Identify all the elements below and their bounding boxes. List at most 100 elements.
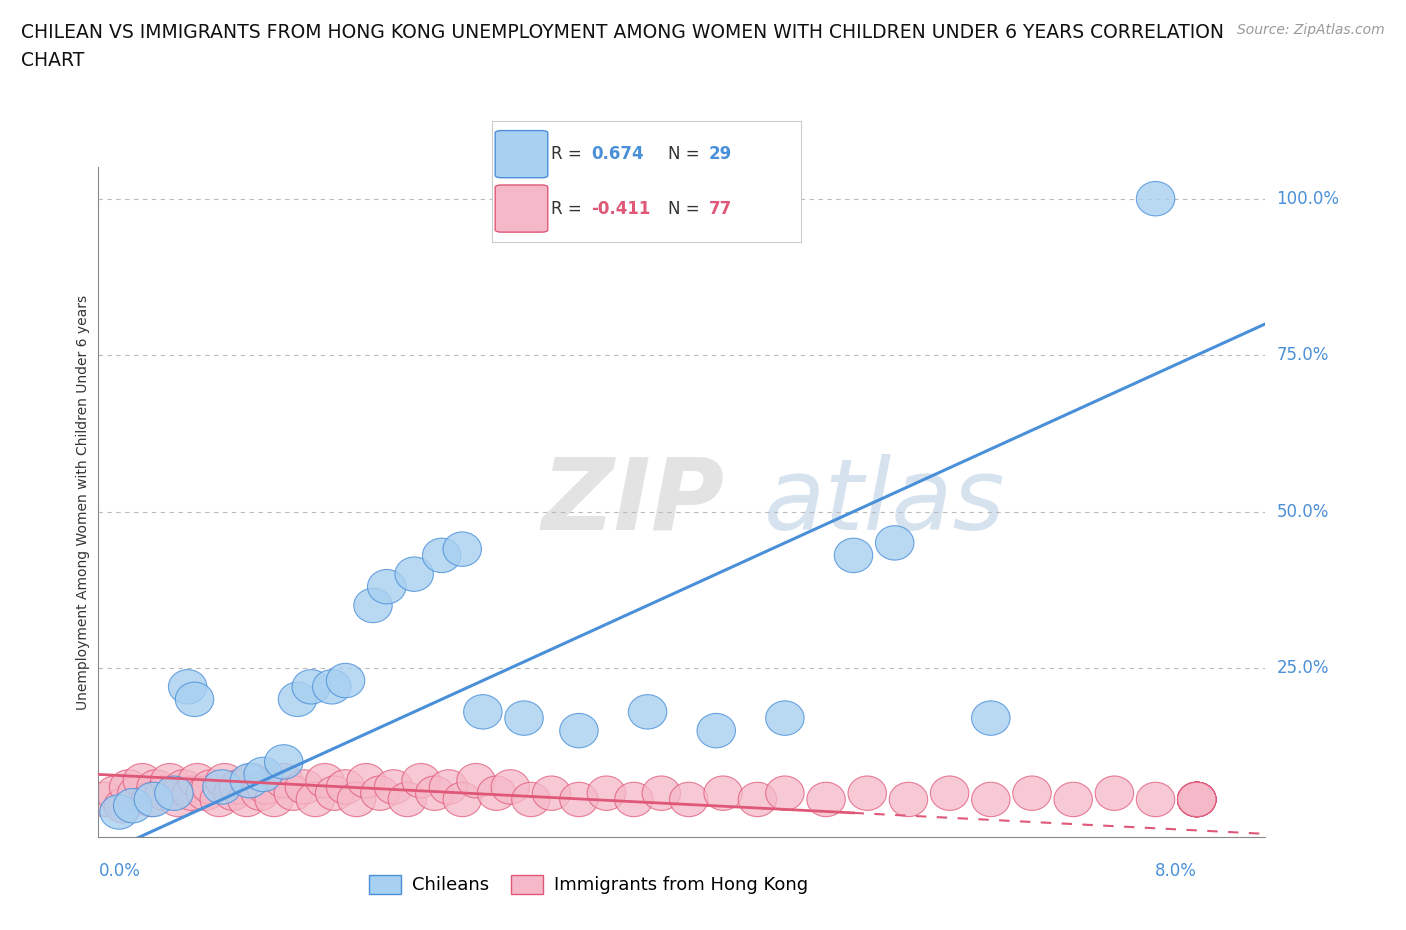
Ellipse shape bbox=[165, 770, 202, 804]
Ellipse shape bbox=[1136, 782, 1175, 817]
Text: R =: R = bbox=[551, 200, 586, 218]
Ellipse shape bbox=[669, 782, 709, 817]
Ellipse shape bbox=[200, 782, 239, 817]
Ellipse shape bbox=[457, 764, 495, 798]
Ellipse shape bbox=[1136, 181, 1175, 216]
Ellipse shape bbox=[628, 695, 666, 729]
Ellipse shape bbox=[305, 764, 344, 798]
Ellipse shape bbox=[766, 776, 804, 810]
Ellipse shape bbox=[443, 532, 481, 566]
Text: CHART: CHART bbox=[21, 51, 84, 70]
Ellipse shape bbox=[233, 764, 271, 798]
Ellipse shape bbox=[512, 782, 550, 817]
Ellipse shape bbox=[1178, 782, 1216, 817]
Ellipse shape bbox=[1178, 782, 1216, 817]
Ellipse shape bbox=[533, 776, 571, 810]
Ellipse shape bbox=[202, 770, 242, 804]
Text: 8.0%: 8.0% bbox=[1154, 862, 1197, 880]
Ellipse shape bbox=[1178, 782, 1216, 817]
Ellipse shape bbox=[292, 670, 330, 704]
Text: CHILEAN VS IMMIGRANTS FROM HONG KONG UNEMPLOYMENT AMONG WOMEN WITH CHILDREN UNDE: CHILEAN VS IMMIGRANTS FROM HONG KONG UNE… bbox=[21, 23, 1225, 42]
Ellipse shape bbox=[264, 764, 302, 798]
Ellipse shape bbox=[505, 701, 543, 736]
Text: 25.0%: 25.0% bbox=[1277, 659, 1329, 677]
Ellipse shape bbox=[274, 776, 312, 810]
Ellipse shape bbox=[443, 782, 481, 817]
Text: 0.674: 0.674 bbox=[591, 145, 644, 163]
Ellipse shape bbox=[1178, 782, 1216, 817]
Ellipse shape bbox=[100, 795, 138, 830]
Ellipse shape bbox=[972, 782, 1010, 817]
Ellipse shape bbox=[429, 770, 468, 804]
Ellipse shape bbox=[264, 745, 302, 779]
Text: N =: N = bbox=[668, 145, 706, 163]
Ellipse shape bbox=[118, 776, 156, 810]
Ellipse shape bbox=[155, 776, 193, 810]
Ellipse shape bbox=[464, 695, 502, 729]
Text: 0.0%: 0.0% bbox=[98, 862, 141, 880]
Ellipse shape bbox=[315, 776, 354, 810]
Ellipse shape bbox=[179, 764, 217, 798]
Ellipse shape bbox=[110, 770, 148, 804]
Ellipse shape bbox=[114, 789, 152, 823]
Ellipse shape bbox=[1178, 782, 1216, 817]
Ellipse shape bbox=[889, 782, 928, 817]
Ellipse shape bbox=[478, 776, 516, 810]
Text: 75.0%: 75.0% bbox=[1277, 346, 1329, 365]
Ellipse shape bbox=[297, 782, 335, 817]
Ellipse shape bbox=[560, 782, 598, 817]
Y-axis label: Unemployment Among Women with Children Under 6 years: Unemployment Among Women with Children U… bbox=[76, 295, 90, 710]
Ellipse shape bbox=[1178, 782, 1216, 817]
Ellipse shape bbox=[214, 776, 252, 810]
Ellipse shape bbox=[278, 682, 316, 716]
Ellipse shape bbox=[766, 701, 804, 736]
Text: 77: 77 bbox=[709, 200, 733, 218]
Ellipse shape bbox=[643, 776, 681, 810]
Ellipse shape bbox=[807, 782, 845, 817]
Text: atlas: atlas bbox=[763, 454, 1005, 551]
Ellipse shape bbox=[1178, 782, 1216, 817]
Text: Source: ZipAtlas.com: Source: ZipAtlas.com bbox=[1237, 23, 1385, 37]
Ellipse shape bbox=[242, 776, 280, 810]
Ellipse shape bbox=[228, 782, 266, 817]
Text: 100.0%: 100.0% bbox=[1277, 190, 1340, 207]
FancyBboxPatch shape bbox=[495, 185, 548, 232]
Ellipse shape bbox=[176, 682, 214, 716]
Ellipse shape bbox=[191, 770, 231, 804]
Ellipse shape bbox=[245, 757, 283, 791]
Ellipse shape bbox=[931, 776, 969, 810]
Ellipse shape bbox=[205, 764, 245, 798]
Ellipse shape bbox=[124, 764, 162, 798]
Ellipse shape bbox=[1178, 782, 1216, 817]
Ellipse shape bbox=[876, 525, 914, 560]
Ellipse shape bbox=[1178, 782, 1216, 817]
Ellipse shape bbox=[738, 782, 776, 817]
Ellipse shape bbox=[1178, 782, 1216, 817]
Text: 50.0%: 50.0% bbox=[1277, 502, 1329, 521]
Ellipse shape bbox=[834, 538, 873, 573]
Ellipse shape bbox=[1054, 782, 1092, 817]
FancyBboxPatch shape bbox=[495, 130, 548, 178]
Ellipse shape bbox=[422, 538, 461, 573]
Ellipse shape bbox=[367, 569, 406, 604]
Ellipse shape bbox=[186, 776, 225, 810]
Ellipse shape bbox=[136, 770, 176, 804]
Ellipse shape bbox=[1178, 782, 1216, 817]
Ellipse shape bbox=[246, 770, 285, 804]
Text: R =: R = bbox=[551, 145, 586, 163]
Ellipse shape bbox=[326, 770, 364, 804]
Ellipse shape bbox=[1178, 782, 1216, 817]
Legend: Chileans, Immigrants from Hong Kong: Chileans, Immigrants from Hong Kong bbox=[361, 868, 815, 901]
Ellipse shape bbox=[848, 776, 886, 810]
Text: ZIP: ZIP bbox=[541, 454, 725, 551]
Ellipse shape bbox=[131, 782, 170, 817]
Text: N =: N = bbox=[668, 200, 706, 218]
Ellipse shape bbox=[1012, 776, 1052, 810]
Ellipse shape bbox=[219, 770, 257, 804]
Ellipse shape bbox=[416, 776, 454, 810]
Text: 29: 29 bbox=[709, 145, 733, 163]
Ellipse shape bbox=[614, 782, 652, 817]
Ellipse shape bbox=[1095, 776, 1133, 810]
Ellipse shape bbox=[159, 782, 197, 817]
Ellipse shape bbox=[169, 670, 207, 704]
